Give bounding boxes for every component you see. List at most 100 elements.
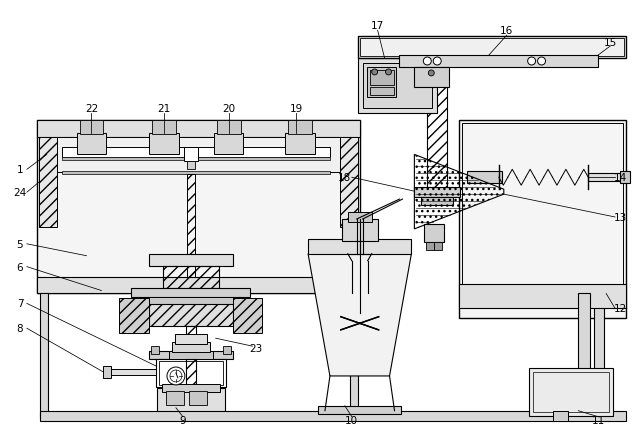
Bar <box>415 68 449 88</box>
Bar <box>163 266 219 288</box>
Bar <box>620 172 630 184</box>
Bar <box>342 219 378 241</box>
Bar <box>360 39 624 57</box>
Bar <box>131 288 251 298</box>
Bar <box>186 326 196 351</box>
Bar <box>426 242 434 250</box>
Text: 13: 13 <box>613 212 627 222</box>
Bar <box>467 172 502 184</box>
Bar <box>149 351 233 359</box>
Text: 6: 6 <box>17 262 23 272</box>
Text: 14: 14 <box>613 173 627 183</box>
Bar <box>103 366 112 378</box>
Bar <box>152 120 176 134</box>
Bar <box>37 120 360 294</box>
Bar <box>533 372 609 412</box>
Text: 21: 21 <box>158 104 170 114</box>
Text: 15: 15 <box>604 38 617 48</box>
Bar <box>175 335 207 344</box>
Bar <box>594 294 604 413</box>
Polygon shape <box>308 254 412 376</box>
Circle shape <box>433 58 441 66</box>
Bar <box>233 299 262 333</box>
Bar <box>37 277 360 294</box>
Bar <box>427 81 447 190</box>
Bar <box>358 37 626 59</box>
Bar <box>415 188 460 198</box>
Text: 5: 5 <box>17 239 23 249</box>
Bar <box>367 68 396 98</box>
Circle shape <box>372 70 378 76</box>
Bar <box>119 299 149 333</box>
Bar <box>459 284 626 309</box>
Bar <box>288 120 312 134</box>
Bar <box>149 305 233 326</box>
Bar <box>588 174 623 182</box>
Text: 17: 17 <box>371 21 384 31</box>
Circle shape <box>167 367 185 385</box>
Bar <box>162 384 219 392</box>
Bar <box>77 133 107 155</box>
Bar <box>429 59 441 84</box>
Text: 16: 16 <box>500 26 514 36</box>
Bar <box>151 346 159 354</box>
Bar <box>554 411 568 421</box>
Bar <box>57 138 340 173</box>
Text: 12: 12 <box>613 304 627 313</box>
Bar <box>350 294 358 418</box>
Bar <box>37 120 360 138</box>
Circle shape <box>385 70 392 76</box>
Bar <box>459 120 626 319</box>
Bar <box>62 172 330 175</box>
Bar <box>184 148 198 162</box>
Circle shape <box>528 58 535 66</box>
Bar <box>156 359 226 387</box>
Bar <box>529 368 613 416</box>
Bar <box>149 133 179 155</box>
Bar <box>318 406 401 414</box>
Text: 1: 1 <box>17 165 23 175</box>
Bar <box>369 88 394 95</box>
Bar <box>578 294 590 413</box>
Bar <box>62 158 330 161</box>
Bar <box>169 351 212 359</box>
Bar <box>399 56 598 68</box>
Bar <box>358 59 437 114</box>
Bar <box>172 342 210 352</box>
Bar <box>348 212 372 222</box>
Bar <box>308 239 412 254</box>
Bar <box>149 298 233 305</box>
Bar <box>421 198 453 206</box>
Bar <box>186 359 196 419</box>
Text: 19: 19 <box>290 104 303 114</box>
Bar <box>187 175 195 277</box>
Bar <box>166 391 184 405</box>
Bar <box>80 120 103 134</box>
Circle shape <box>424 58 431 66</box>
Text: 22: 22 <box>85 104 98 114</box>
Text: 8: 8 <box>17 323 23 334</box>
Bar <box>462 123 623 287</box>
Bar <box>62 148 330 158</box>
Bar <box>187 162 195 170</box>
Bar <box>107 369 156 375</box>
Text: 9: 9 <box>179 415 186 425</box>
Bar <box>217 120 241 134</box>
Text: 24: 24 <box>13 188 27 198</box>
Bar <box>214 133 244 155</box>
Text: 23: 23 <box>249 343 262 353</box>
Bar <box>285 133 315 155</box>
Bar <box>424 224 444 242</box>
Text: 11: 11 <box>591 415 605 425</box>
Circle shape <box>428 71 434 77</box>
Bar <box>159 361 223 385</box>
Text: 7: 7 <box>17 299 23 309</box>
Bar <box>189 391 207 405</box>
Text: 20: 20 <box>222 104 235 114</box>
Bar <box>157 388 225 418</box>
Bar <box>434 242 442 250</box>
Bar <box>39 138 57 227</box>
Bar <box>40 411 626 421</box>
Circle shape <box>538 58 545 66</box>
Text: 10: 10 <box>345 415 359 425</box>
